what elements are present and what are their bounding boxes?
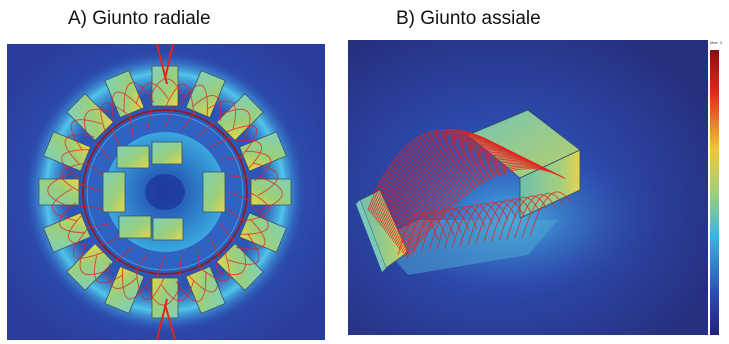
caption-radial-joint: A) Giunto radiale bbox=[68, 8, 211, 29]
caption-axial-joint: B) Giunto assiale bbox=[396, 8, 541, 29]
radial-joint-image bbox=[7, 44, 325, 340]
colorbar-max-label: Max: 3 bbox=[710, 40, 723, 45]
colorbar bbox=[710, 50, 719, 335]
axial-joint-image bbox=[348, 40, 708, 335]
